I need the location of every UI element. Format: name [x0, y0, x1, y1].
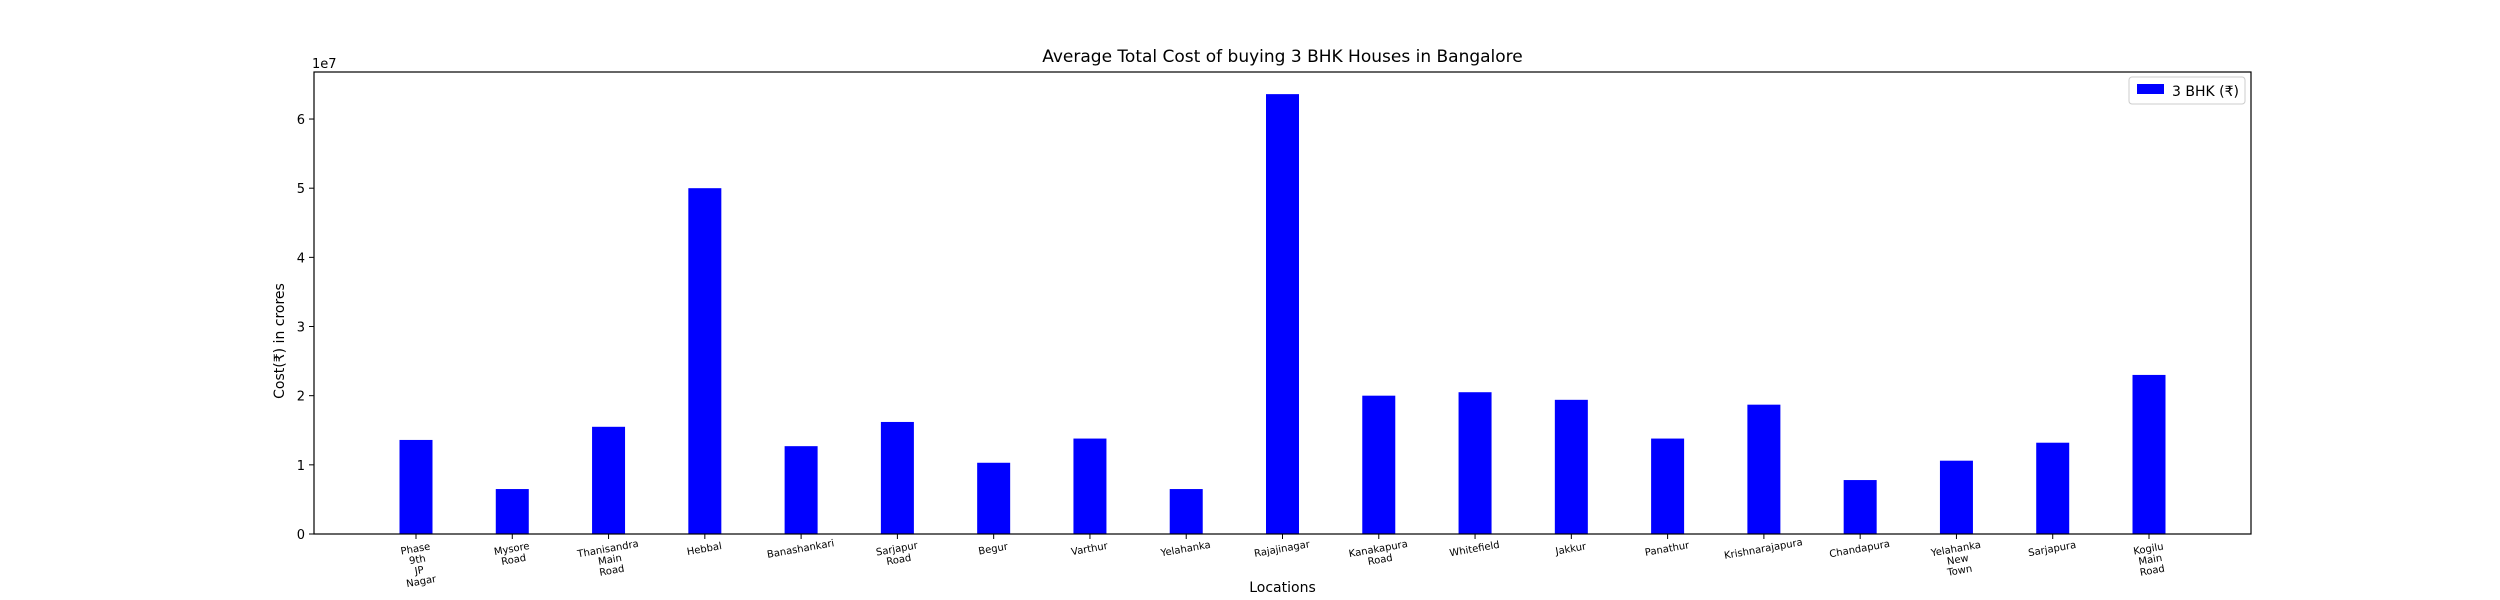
legend-swatch [2137, 84, 2164, 94]
bar [880, 421, 914, 534]
bar [1747, 404, 1781, 534]
y-tick-label: 5 [297, 182, 305, 197]
bar [977, 462, 1011, 534]
legend-label: 3 BHK (₹) [2172, 84, 2239, 100]
x-tick-label: SarjapurRoad [875, 540, 921, 569]
bar [1843, 480, 1877, 534]
y-tick-label: 0 [297, 528, 305, 543]
x-tick-label: KogiluMainRoad [2133, 541, 2169, 579]
bar [688, 188, 722, 534]
legend-box [2128, 76, 2246, 105]
bar [784, 446, 818, 534]
y-tick-label: 3 [297, 321, 305, 336]
bar [399, 439, 433, 534]
bar [2132, 374, 2166, 534]
y-tick-label: 4 [297, 251, 305, 266]
bar [1266, 94, 1299, 534]
bar [1458, 392, 1492, 534]
y-tick-label: 1 [297, 459, 305, 474]
bar [2036, 442, 2070, 534]
y-axis-offset-text: 1e7 [312, 57, 337, 72]
bar [495, 489, 529, 534]
bar [1073, 438, 1107, 534]
bar [1651, 438, 1685, 534]
y-tick-label: 6 [297, 113, 305, 128]
bar [1169, 489, 1203, 534]
x-tick-label: Begur [978, 541, 1010, 557]
y-axis-label: Cost(₹) in crores [272, 283, 288, 399]
x-tick-label: MysoreRoad [493, 541, 532, 569]
x-tick-label: Phase9thJPNagar [400, 541, 438, 590]
legend: 3 BHK (₹) [2128, 76, 2246, 105]
bar [1939, 460, 1973, 534]
y-axis-ticks: 0 1 2 3 4 5 6 [297, 113, 314, 543]
y-tick-label: 2 [297, 390, 305, 405]
bars-group [399, 94, 2166, 534]
bar [1554, 399, 1588, 534]
x-axis-label: Locations [1249, 580, 1316, 596]
plot-frame [313, 71, 2252, 535]
bar [1362, 395, 1396, 534]
bar [592, 426, 626, 534]
chart-title: Average Total Cost of buying 3 BHK House… [1042, 47, 1523, 67]
